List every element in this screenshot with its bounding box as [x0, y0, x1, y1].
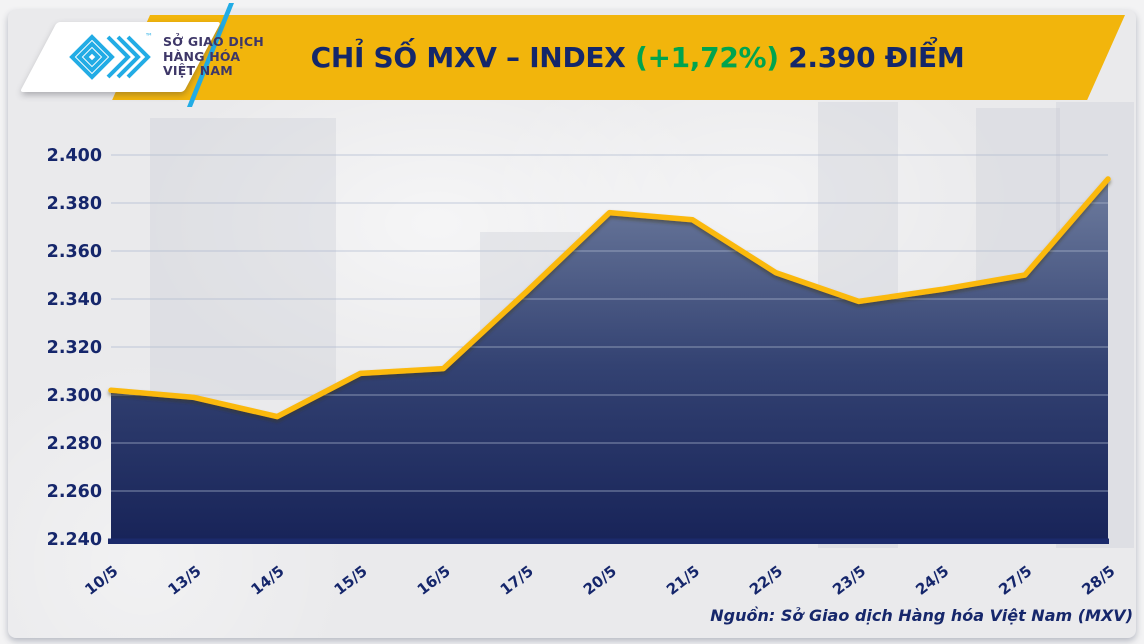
area-fill — [111, 179, 1108, 539]
x-tick-label: 20/5 — [580, 562, 620, 599]
x-tick-label: 17/5 — [497, 562, 537, 599]
x-tick-label: 21/5 — [663, 562, 703, 599]
logo-text-line: HÀNG HÓA — [163, 48, 241, 64]
x-tick-label: 24/5 — [912, 562, 952, 599]
x-tick-label: 13/5 — [164, 562, 204, 599]
mxv-logo-text: SỞ GIAO DỊCH HÀNG HÓA VIỆT NAM — [163, 34, 264, 79]
x-tick-label: 15/5 — [331, 562, 371, 599]
y-tick-label: 2.340 — [47, 290, 102, 310]
y-tick-label: 2.300 — [47, 386, 102, 406]
title-main: CHỈ SỐ MXV – INDEX — [310, 41, 635, 74]
title-banner: CHỈ SỐ MXV – INDEX (+1,72%) 2.390 ĐIỂM — [112, 15, 1125, 100]
title-points: 2.390 ĐIỂM — [778, 41, 965, 74]
y-tick-label: 2.380 — [47, 194, 102, 214]
x-axis-line — [108, 538, 1109, 544]
trademark-symbol: ™ — [145, 32, 153, 41]
x-tick-label: 22/5 — [746, 562, 786, 599]
title-change-percent: (+1,72%) — [634, 41, 779, 74]
x-tick-label: 27/5 — [995, 562, 1035, 599]
mxv-logo-plate: ™ SỞ GIAO DỊCH HÀNG HÓA VIỆT NAM — [19, 22, 264, 92]
chart-title: CHỈ SỐ MXV – INDEX (+1,72%) 2.390 ĐIỂM — [311, 41, 965, 74]
y-tick-label: 2.360 — [47, 242, 102, 262]
logo-text-line: SỞ GIAO DỊCH — [163, 34, 264, 50]
mxv-logo-icon — [69, 34, 151, 80]
background-bar-decoration — [150, 118, 336, 400]
y-tick-label: 2.280 — [47, 434, 102, 454]
index-line — [108, 176, 1111, 420]
x-tick-label: 16/5 — [414, 562, 454, 599]
y-tick-label: 2.400 — [47, 146, 102, 166]
y-tick-label: 2.260 — [47, 482, 102, 502]
x-tick-label: 10/5 — [81, 562, 121, 599]
logo-text-line: VIỆT NAM — [163, 63, 233, 79]
x-tick-label: 23/5 — [829, 562, 869, 599]
x-tick-label: 28/5 — [1078, 562, 1118, 599]
x-tick-label: 14/5 — [248, 562, 288, 599]
y-tick-label: 2.320 — [47, 338, 102, 358]
y-tick-label: 2.240 — [47, 530, 102, 550]
index-area-chart: 2.240 2.260 2.280 2.300 2.320 2.340 2.360 2.380… — [47, 146, 1119, 599]
source-credit: Nguồn: Sở Giao dịch Hàng hóa Việt Nam (M… — [710, 606, 1133, 625]
